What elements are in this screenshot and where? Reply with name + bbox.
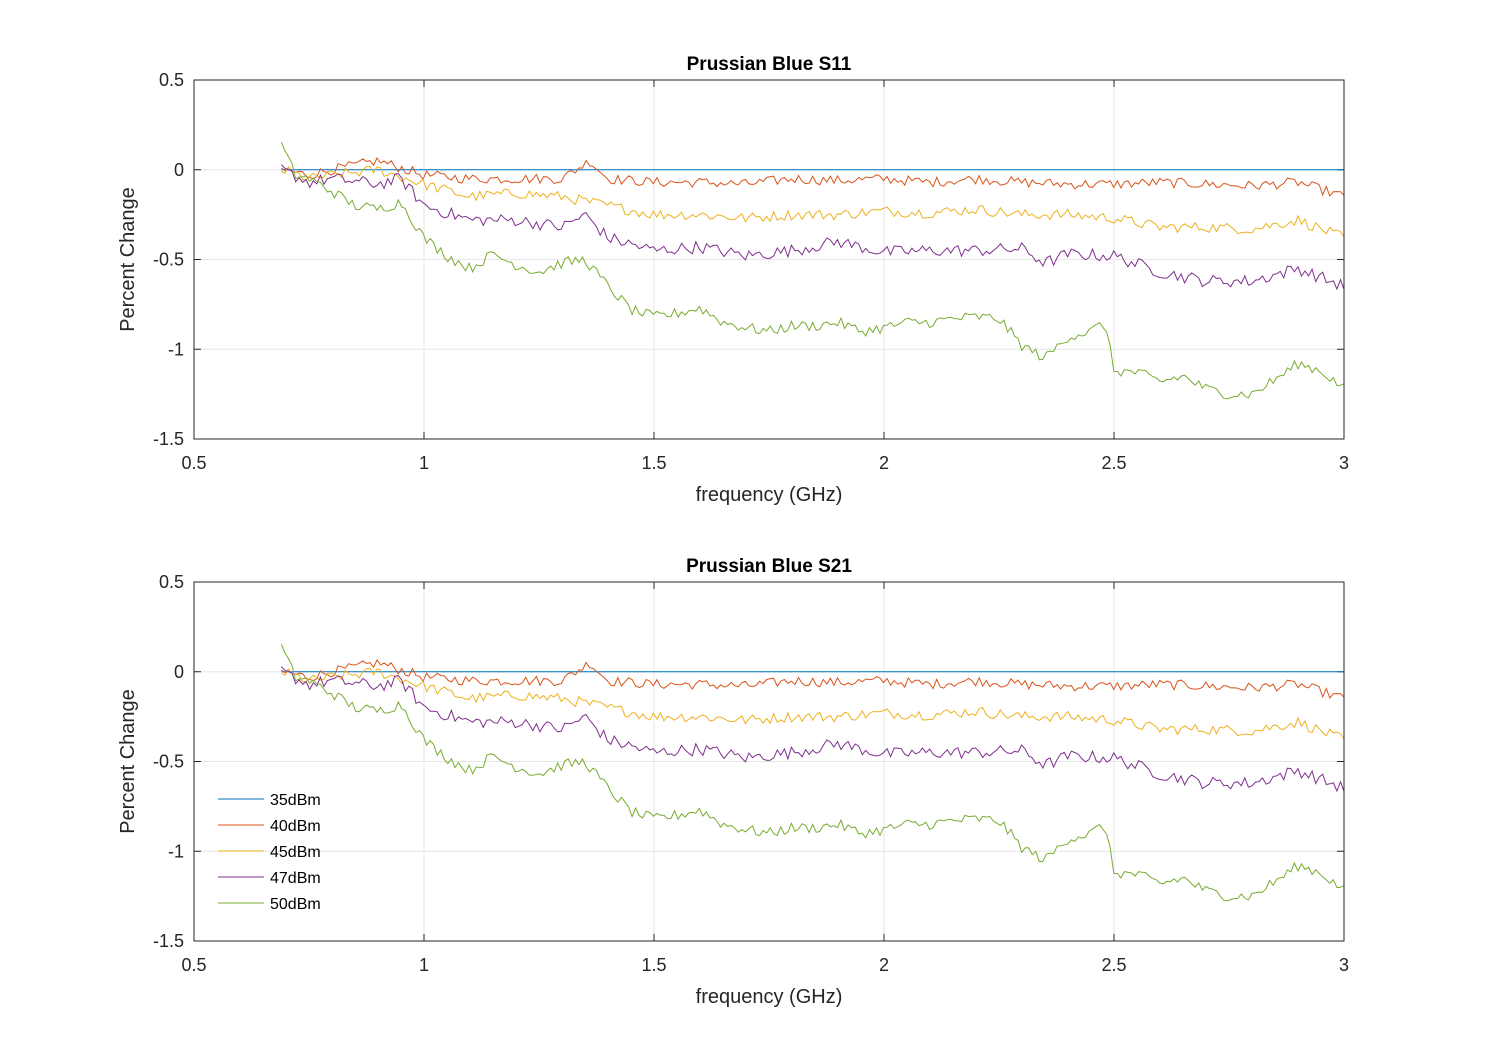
x-tick-label: 3	[1339, 453, 1349, 473]
chart-title: Prussian Blue S21	[686, 556, 852, 577]
series-line-50dBm	[280, 644, 1345, 902]
series-line-45dBm	[281, 667, 1345, 740]
y-axis-label: Percent Change	[117, 187, 139, 332]
series-line-40dBm	[281, 157, 1345, 197]
x-axis-label: frequency (GHz)	[696, 986, 843, 1008]
y-axis-label: Percent Change	[117, 689, 139, 834]
x-tick-label: 1	[419, 955, 429, 975]
y-tick-label: 0.5	[159, 70, 184, 90]
y-tick-label: -1.5	[153, 931, 184, 951]
x-tick-label: 1.5	[641, 955, 666, 975]
chart-panel-1: 0.5 1 1.5 2 2.5 3 0.5 0 -0.5 -1 -1.5 Prussian Blue …	[117, 54, 1349, 506]
legend-label-45dBm: 45dBm	[270, 844, 321, 861]
y-tick-label: -0.5	[153, 250, 184, 270]
x-tick-label: 0.5	[181, 955, 206, 975]
series-line-40dBm	[281, 659, 1345, 699]
x-tick-label: 1	[419, 453, 429, 473]
y-tick-label: -1	[168, 339, 184, 359]
legend-label-47dBm: 47dBm	[270, 870, 321, 887]
x-tick-label: 0.5	[181, 453, 206, 473]
x-tick-label: 3	[1339, 955, 1349, 975]
legend: 35dBm 40dBm 45dBm 47dBm 50dBm	[218, 792, 321, 913]
x-tick-label: 1.5	[641, 453, 666, 473]
y-tick-label: 0	[174, 662, 184, 682]
x-tick-label: 2	[879, 453, 889, 473]
axes-box	[193, 79, 1345, 440]
chart-title: Prussian Blue S11	[687, 54, 852, 75]
legend-label-40dBm: 40dBm	[270, 818, 321, 835]
y-tick-label: -1	[168, 841, 184, 861]
y-tick-label: -0.5	[153, 752, 184, 772]
series-line-47dBm	[281, 666, 1345, 793]
series-line-47dBm	[281, 164, 1345, 291]
y-tick-label: 0	[174, 160, 184, 180]
legend-label-50dBm: 50dBm	[270, 896, 321, 913]
x-tick-label: 2.5	[1101, 955, 1126, 975]
y-tick-label: -1.5	[153, 429, 184, 449]
series-line-50dBm	[280, 142, 1345, 400]
series-line-45dBm	[281, 165, 1345, 238]
y-tick-label: 0.5	[159, 572, 184, 592]
chart-panel-2: 0.5 1 1.5 2 2.5 3 0.5 0 -0.5 -1 -1.5 Prussian Blue …	[117, 556, 1349, 1008]
legend-label-35dBm: 35dBm	[270, 792, 321, 809]
axes-box	[193, 581, 1345, 942]
x-tick-label: 2	[879, 955, 889, 975]
x-axis-label: frequency (GHz)	[696, 484, 843, 506]
x-tick-label: 2.5	[1101, 453, 1126, 473]
